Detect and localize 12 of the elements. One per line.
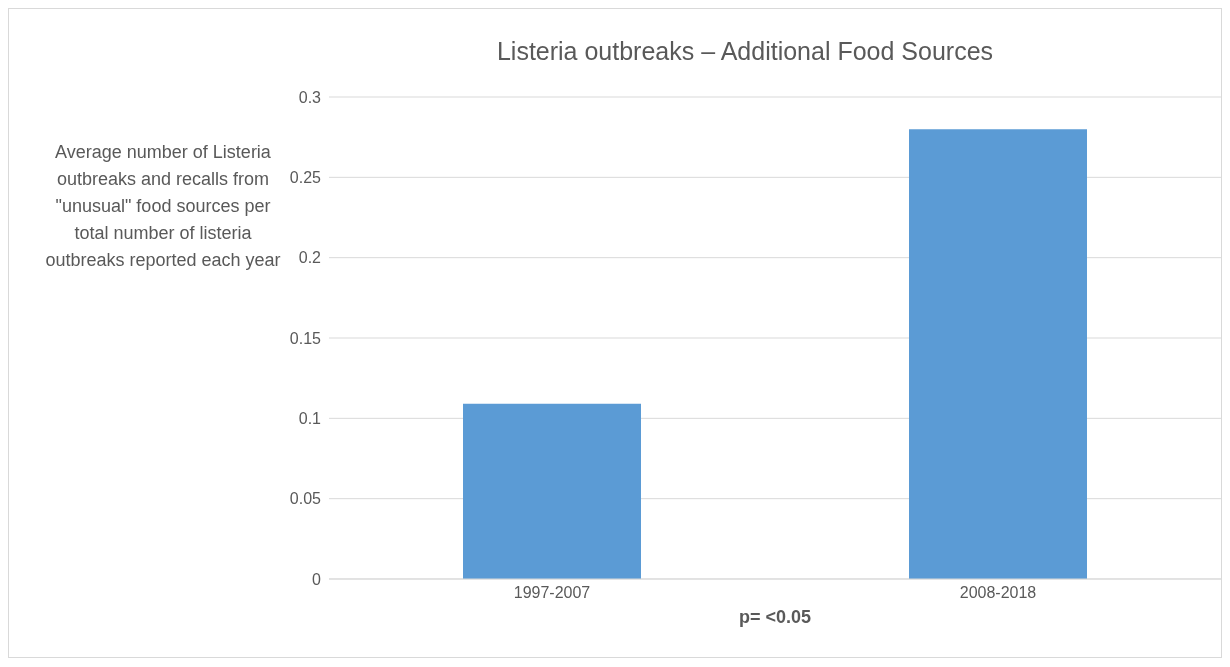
y-tick-label: 0 — [312, 570, 322, 588]
y-tick-label: 0.3 — [298, 88, 322, 106]
y-tick-label: 0.2 — [298, 249, 322, 267]
x-tick-label: 1997-2007 — [513, 584, 591, 602]
y-tick-label: 0.25 — [289, 169, 322, 187]
text: p= <0.05 — [737, 607, 813, 628]
chart-title: Listeria outbreaks – Additional Food Sources — [495, 37, 995, 66]
y-tick-label: 0.1 — [298, 410, 322, 428]
y-axis-title: Average number of Listeria outbreaks and recalls from "unusual" food sources per total number of listeria outbreaks reported each year — [44, 141, 282, 272]
y-tick-label: 0.05 — [289, 490, 322, 508]
x-tick-label: 2008-2018 — [959, 584, 1037, 602]
y-tick-label: 0.15 — [289, 329, 322, 347]
